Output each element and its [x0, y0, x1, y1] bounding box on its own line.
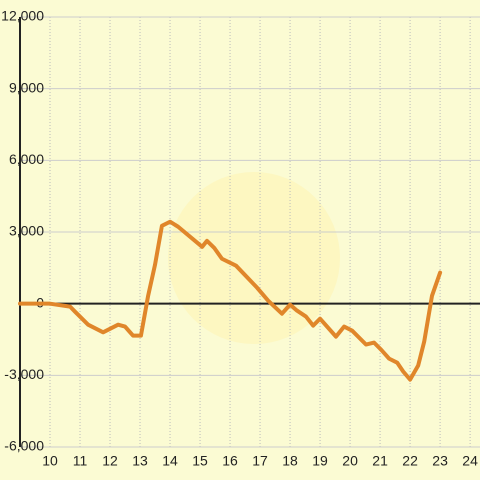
- x-tick-label: 10: [42, 453, 58, 469]
- y-tick-label: -3,000: [4, 366, 44, 382]
- y-tick-label: 6,000: [9, 151, 44, 167]
- line: [18, 219, 443, 382]
- x-tick-label: 16: [222, 453, 238, 469]
- x-tick-label: 23: [432, 453, 448, 469]
- x-tick-label: 20: [342, 453, 358, 469]
- y-tick-label: 3,000: [9, 223, 44, 239]
- x-tick-label: 19: [312, 453, 328, 469]
- x-tick-label: 11: [73, 453, 88, 469]
- x-tick-label: 13: [132, 453, 148, 469]
- y-tick-label: 12,000: [1, 8, 44, 24]
- x-tick-label: 15: [192, 453, 208, 469]
- y-tick-label: -6,000: [4, 438, 44, 454]
- y-tick-label: 9,000: [9, 79, 44, 95]
- x-tick-label: 12: [102, 453, 118, 469]
- x-tick-label: 22: [402, 453, 418, 469]
- watermark: [168, 172, 340, 344]
- x-tick-label: 18: [282, 453, 298, 469]
- x-tick-label: 24: [462, 453, 478, 469]
- x-tick-label: 21: [372, 453, 388, 469]
- x-tick-label: 14: [162, 453, 178, 469]
- x-tick-label: 17: [252, 453, 268, 469]
